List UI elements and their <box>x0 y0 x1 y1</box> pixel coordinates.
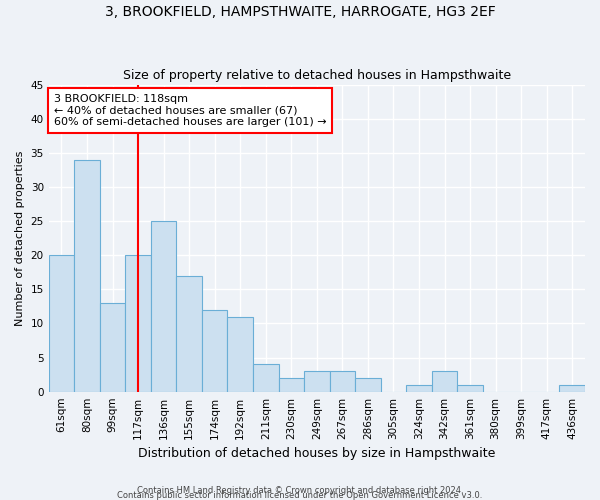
Y-axis label: Number of detached properties: Number of detached properties <box>15 150 25 326</box>
X-axis label: Distribution of detached houses by size in Hampsthwaite: Distribution of detached houses by size … <box>138 447 496 460</box>
Bar <box>355 378 380 392</box>
Text: Contains HM Land Registry data © Crown copyright and database right 2024.: Contains HM Land Registry data © Crown c… <box>137 486 463 495</box>
Bar <box>457 385 483 392</box>
Bar <box>559 385 585 392</box>
Bar <box>329 371 355 392</box>
Bar <box>100 303 125 392</box>
Text: 3 BROOKFIELD: 118sqm
← 40% of detached houses are smaller (67)
60% of semi-detac: 3 BROOKFIELD: 118sqm ← 40% of detached h… <box>54 94 326 127</box>
Text: 3, BROOKFIELD, HAMPSTHWAITE, HARROGATE, HG3 2EF: 3, BROOKFIELD, HAMPSTHWAITE, HARROGATE, … <box>104 5 496 19</box>
Bar <box>74 160 100 392</box>
Bar <box>202 310 227 392</box>
Bar <box>125 255 151 392</box>
Bar <box>253 364 278 392</box>
Bar <box>151 221 176 392</box>
Bar <box>176 276 202 392</box>
Text: Contains public sector information licensed under the Open Government Licence v3: Contains public sector information licen… <box>118 490 482 500</box>
Title: Size of property relative to detached houses in Hampsthwaite: Size of property relative to detached ho… <box>123 69 511 82</box>
Bar <box>49 255 74 392</box>
Bar <box>432 371 457 392</box>
Bar <box>227 316 253 392</box>
Bar <box>304 371 329 392</box>
Bar <box>406 385 432 392</box>
Bar <box>278 378 304 392</box>
